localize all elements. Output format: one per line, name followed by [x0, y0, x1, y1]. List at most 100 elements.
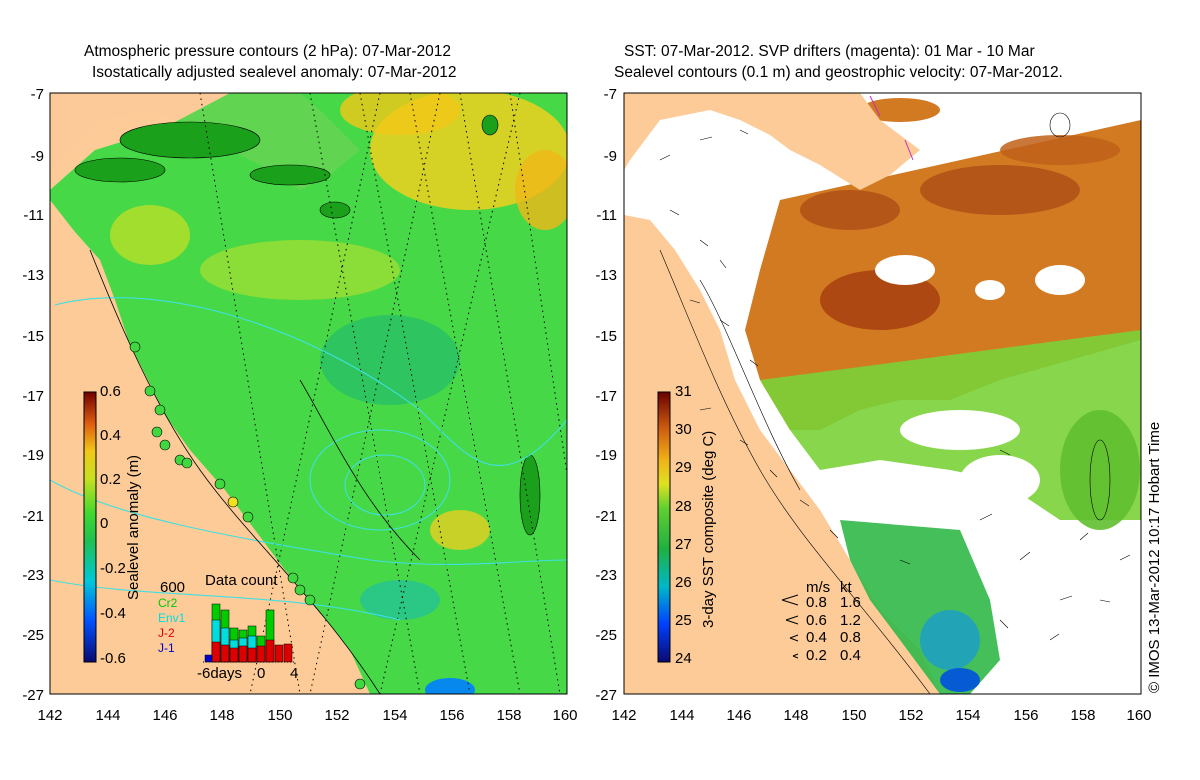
y-tick: -27 [22, 687, 44, 704]
legend-j1: J-1 [158, 641, 175, 655]
cbar-tick: -0.6 [100, 650, 126, 667]
right-map [624, 93, 1141, 694]
vel-header-ms: m/s [806, 579, 830, 596]
land-north [624, 93, 920, 190]
y-tick: -7 [31, 86, 44, 103]
x-tick: 156 [439, 707, 464, 724]
y-tick: -19 [595, 447, 617, 464]
left-y-axis: -7 -9 -11 -13 -15 -17 -19 -21 -23 -25 -2… [22, 86, 44, 704]
y-tick: -15 [595, 328, 617, 345]
cbar-tick: -0.2 [100, 560, 126, 577]
x-tick: 160 [552, 707, 577, 724]
y-tick: -21 [595, 508, 617, 525]
vel-ms: 0.4 [806, 629, 827, 646]
cbar-tick: 26 [675, 574, 692, 591]
cbar-tick: 0.2 [100, 471, 121, 488]
legend-env1: Env1 [158, 611, 186, 625]
x-tick: 144 [95, 707, 120, 724]
y-tick: -19 [22, 447, 44, 464]
y-tick: -9 [604, 148, 617, 165]
x-tick: 146 [726, 707, 751, 724]
y-tick: -25 [22, 627, 44, 644]
data-count-x-label: 0 [257, 665, 265, 682]
cbar-tick: 0.4 [100, 427, 121, 444]
vel-header-kt: kt [840, 579, 853, 596]
data-count-max: 600 [160, 579, 185, 596]
right-colorbar [657, 391, 671, 663]
cbar-tick: -0.4 [100, 605, 126, 622]
x-tick: 154 [955, 707, 980, 724]
left-colorbar-label: Sealevel anomaly (m) [125, 455, 142, 600]
y-tick: -23 [22, 567, 44, 584]
cbar-tick: 24 [675, 650, 692, 667]
left-colorbar [83, 391, 97, 663]
y-tick: -15 [22, 328, 44, 345]
island [119, 121, 261, 159]
velocity-arrows [659, 129, 1131, 641]
legend-j2: J-2 [158, 626, 175, 640]
imos-credit: © IMOS 13-Mar-2012 10:17 Hobart Time [1146, 422, 1163, 693]
x-tick: 152 [324, 707, 349, 724]
right-x-axis: 142 144 146 148 150 152 154 156 158 160 [611, 707, 1151, 724]
right-colorbar-label: 3-day SST composite (deg C) [700, 431, 717, 628]
x-tick: 158 [496, 707, 521, 724]
y-tick: -21 [22, 508, 44, 525]
cbar-tick: 0 [100, 515, 108, 532]
x-tick: 144 [669, 707, 694, 724]
data-count-title: Data count [205, 572, 278, 589]
cbar-tick: 0.6 [100, 383, 121, 400]
cbar-tick: 27 [675, 536, 692, 553]
y-tick: -7 [604, 86, 617, 103]
vel-kt: 1.6 [840, 594, 861, 611]
x-tick: 160 [1126, 707, 1151, 724]
right-map-frame [623, 92, 1142, 695]
x-tick: 154 [382, 707, 407, 724]
y-tick: -11 [596, 207, 617, 224]
y-tick: -11 [23, 207, 44, 224]
x-tick: 152 [898, 707, 923, 724]
y-tick: -27 [595, 687, 617, 704]
cbar-tick: 30 [675, 421, 692, 438]
y-tick: -17 [595, 388, 617, 405]
y-tick: -17 [22, 388, 44, 405]
x-tick: 150 [267, 707, 292, 724]
x-tick: 148 [209, 707, 234, 724]
legend-cr2: Cr2 [158, 596, 178, 610]
vel-ms: 0.8 [806, 594, 827, 611]
vel-ms: 0.2 [806, 647, 827, 664]
x-tick: 148 [783, 707, 808, 724]
y-tick: -13 [595, 267, 617, 284]
y-tick: -13 [22, 267, 44, 284]
vel-kt: 1.2 [840, 612, 861, 629]
x-tick: 142 [611, 707, 636, 724]
right-title-line2: Sealevel contours (0.1 m) and geostrophi… [614, 64, 1063, 81]
left-title-line1: Atmospheric pressure contours (2 hPa): 0… [84, 43, 451, 60]
left-colorbar-ticks: 0.6 0.4 0.2 0 -0.2 -0.4 -0.6 [100, 383, 126, 667]
vel-kt: 0.8 [840, 629, 861, 646]
data-count-inset: 600 Data count Cr2 Env1 J-2 J-1 [158, 572, 298, 682]
data-count-x-label: -6days [197, 665, 242, 682]
vel-kt: 0.4 [840, 647, 861, 664]
data-count-x-label: 4 [290, 665, 298, 682]
right-title-line1: SST: 07-Mar-2012. SVP drifters (magenta)… [624, 43, 1035, 60]
vel-ms: 0.6 [806, 612, 827, 629]
left-map-frame [49, 92, 568, 695]
left-map [50, 93, 567, 694]
left-x-axis: 142 144 146 148 150 152 154 156 158 160 [37, 707, 577, 724]
right-y-axis: -7 -9 -11 -13 -15 -17 -19 -21 -23 -25 -2… [595, 86, 617, 704]
left-title-line2: Isostatically adjusted sealevel anomaly:… [92, 64, 457, 81]
velocity-legend: m/s kt 0.8 1.6 0.6 1.2 0.4 0.8 0.2 0.4 [781, 579, 861, 664]
y-tick: -9 [31, 148, 44, 165]
cbar-tick: 29 [675, 459, 692, 476]
x-tick: 146 [152, 707, 177, 724]
svp-drifters [869, 95, 914, 161]
x-tick: 158 [1070, 707, 1095, 724]
cbar-tick: 28 [675, 498, 692, 515]
y-tick: -23 [595, 567, 617, 584]
data-count-bars [204, 603, 293, 663]
right-colorbar-ticks: 31 30 29 28 27 26 25 24 [675, 383, 692, 667]
x-tick: 150 [841, 707, 866, 724]
x-tick: 156 [1013, 707, 1038, 724]
cbar-tick: 25 [675, 612, 692, 629]
